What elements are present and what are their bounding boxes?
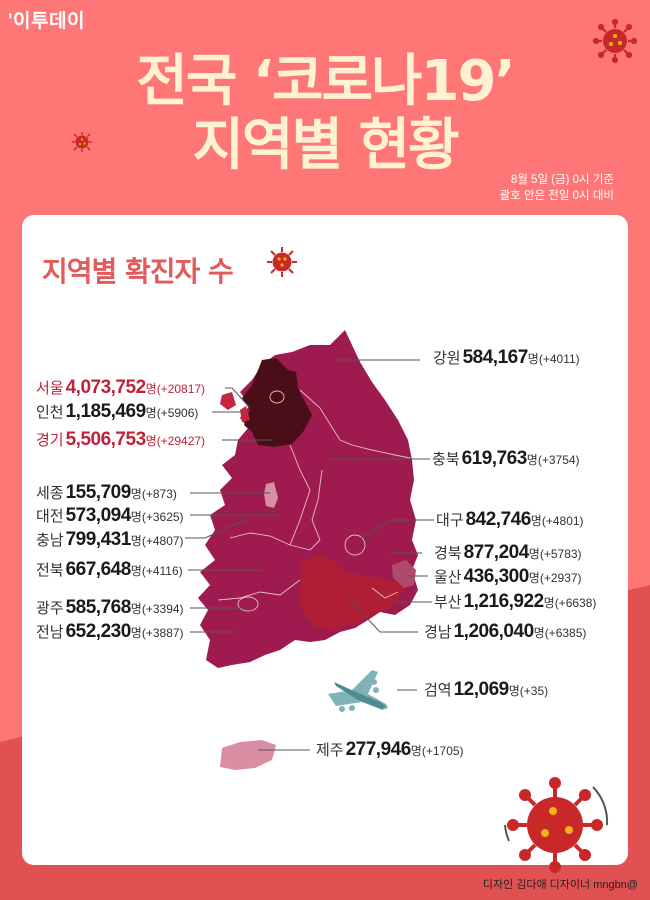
map-region-incheon: [220, 392, 250, 422]
region-label-gwangju: 광주 585,768명(+3394): [36, 597, 184, 618]
region-label-chungbuk: 충북 619,763명(+3754): [432, 448, 580, 469]
page-title-line1: 전국 ‘코로나19’: [136, 49, 516, 114]
delta-note: 괄호 안은 전일 0시 대비: [499, 190, 614, 202]
page-title-line2: 지역별 현황: [192, 113, 459, 178]
map-region-gyeonggi: [242, 358, 312, 447]
map-region-sejong: [264, 482, 278, 508]
publisher-logo: '이투데이: [8, 11, 85, 32]
region-label-gyeongnam: 경남 1,206,040명(+6385): [424, 621, 587, 642]
region-label-gangwon: 강원 584,167명(+4011): [433, 347, 580, 368]
region-label-ulsan: 울산 436,300명(+2937): [434, 566, 582, 587]
region-label-gyeonggi: 경기 5,506,753명(+29427): [36, 429, 206, 450]
designer-credit: 디자인 김다애 디자이너 mngbn@: [482, 879, 638, 891]
region-label-sejong: 세종 155,709명(+873): [36, 482, 177, 503]
virus-icon: [267, 247, 297, 277]
date-note: 8월 5일 (금) 0시 기준 괄호 안은 전일 0시 대비: [500, 172, 614, 204]
virus-icon: [592, 18, 638, 64]
region-label-seoul: 서울 4,073,752명(+20817): [36, 377, 206, 398]
virus-icon: [504, 777, 609, 873]
date-basis: 8월 5일 (금) 0시 기준: [510, 174, 614, 186]
map-region-ulsan: [392, 560, 416, 588]
airplane-icon: [328, 670, 388, 712]
region-label-gyeongbuk: 경북 877,204명(+5783): [434, 542, 582, 563]
region-label-daejeon: 대전 573,094명(+3625): [36, 505, 184, 526]
region-label-jeonnam: 전남 652,230명(+3887): [36, 621, 184, 642]
section-title: 지역별 확진자 수: [42, 255, 234, 288]
region-label-quarantine: 검역 12,069명(+35): [424, 679, 549, 700]
region-label-busan: 부산 1,216,922명(+6638): [434, 591, 597, 612]
region-label-daegu: 대구 842,746명(+4801): [436, 509, 584, 530]
region-label-incheon: 인천 1,185,469명(+5906): [36, 401, 199, 422]
map-region-jeju: [220, 740, 276, 770]
virus-icon: [72, 132, 92, 152]
map-region-gyeongnam: [298, 555, 404, 630]
region-label-jeju: 제주 277,946명(+1705): [316, 739, 464, 760]
region-label-jeonbuk: 전북 667,648명(+4116): [36, 559, 183, 580]
region-label-chungnam: 충남 799,431명(+4807): [36, 529, 184, 550]
